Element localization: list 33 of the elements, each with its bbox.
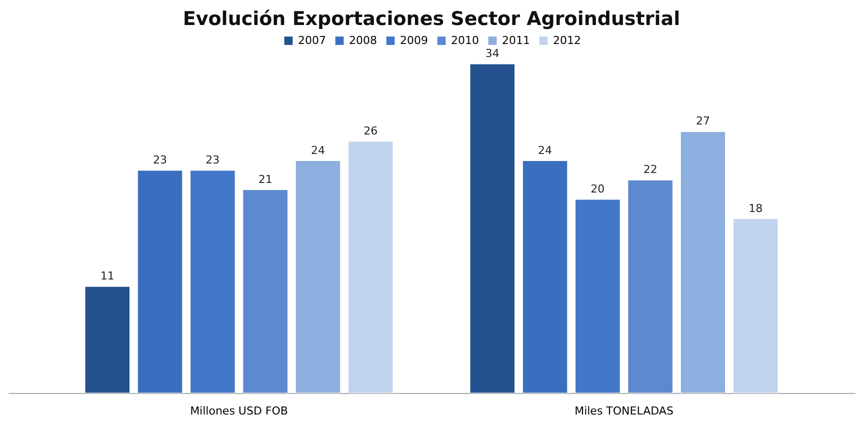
data-label: 23 <box>153 153 168 166</box>
data-label: 24 <box>310 144 325 157</box>
legend-label: 2008 <box>349 34 377 47</box>
bar <box>680 131 726 394</box>
data-label: 18 <box>748 202 763 215</box>
data-label: 11 <box>100 270 114 283</box>
legend-label: 2011 <box>502 34 530 47</box>
legend-label: 2007 <box>298 34 326 47</box>
chart-title: Evolución Exportaciones Sector Agroindustrial <box>182 8 680 30</box>
bar <box>733 218 778 394</box>
bar <box>628 180 673 394</box>
bar <box>137 170 183 394</box>
data-label: 22 <box>643 163 658 176</box>
x-tick-label: Miles TONELADAS <box>574 404 674 418</box>
data-label: 24 <box>538 144 552 157</box>
data-label: 21 <box>258 172 272 186</box>
bar <box>84 286 130 394</box>
bar <box>295 160 341 394</box>
data-label: 27 <box>696 114 710 128</box>
bar <box>522 160 568 394</box>
data-label: 20 <box>590 182 605 196</box>
data-label: 26 <box>364 124 378 138</box>
bar <box>348 141 394 394</box>
bar <box>470 64 515 394</box>
data-label: 34 <box>485 47 500 60</box>
legend-label: 2010 <box>451 34 479 47</box>
legend-label: 2012 <box>553 34 581 47</box>
data-label: 23 <box>206 153 220 166</box>
x-tick-label: Millones USD FOB <box>190 404 288 418</box>
bar <box>190 170 236 394</box>
legend-label: 2009 <box>400 34 428 47</box>
bar <box>575 199 620 394</box>
bar <box>242 190 288 394</box>
